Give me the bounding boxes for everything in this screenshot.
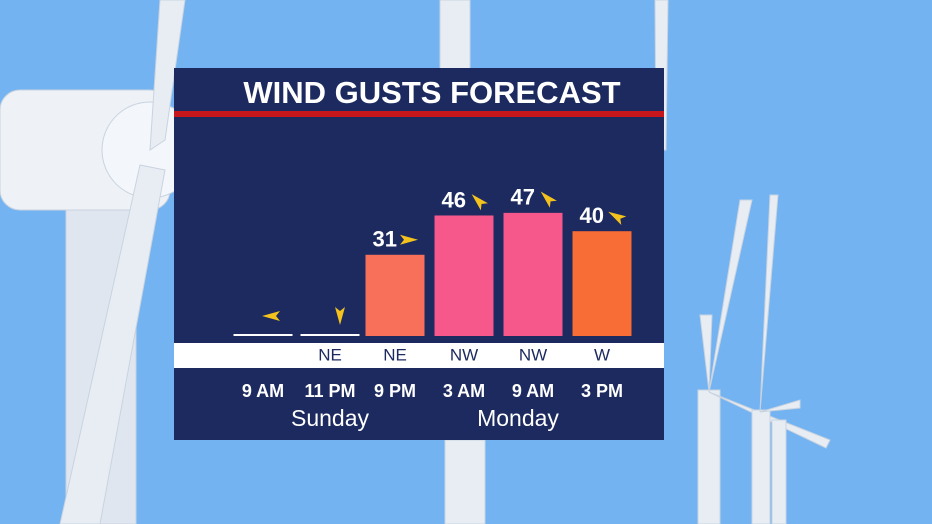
day-label: Monday xyxy=(477,405,559,431)
direction-label: NW xyxy=(519,345,547,364)
chart-title: WIND GUSTS FORECAST xyxy=(243,75,620,110)
direction-strip xyxy=(174,343,664,368)
day-label: Sunday xyxy=(291,405,370,431)
direction-label: W xyxy=(594,345,610,364)
title-rule xyxy=(174,111,664,117)
x-tick-label: 3 PM xyxy=(581,381,623,401)
value-label: 31 xyxy=(373,227,397,252)
bar xyxy=(434,215,494,336)
value-label: 46 xyxy=(442,187,466,212)
value-label: 47 xyxy=(511,185,535,210)
x-tick-label: 9 AM xyxy=(242,381,284,401)
value-label: 40 xyxy=(580,203,604,228)
direction-label: NW xyxy=(450,345,478,364)
wind-arrow xyxy=(471,194,488,211)
x-tick-label: 3 AM xyxy=(443,381,485,401)
wind-arrow xyxy=(335,307,345,325)
wind-arrow xyxy=(608,211,627,226)
x-tick-label: 9 AM xyxy=(512,381,554,401)
bar xyxy=(365,254,425,336)
x-tick-label: 11 PM xyxy=(304,381,355,401)
bar xyxy=(300,334,360,336)
direction-label: NE xyxy=(383,345,407,364)
bar xyxy=(233,334,293,336)
wind-arrow xyxy=(400,234,418,245)
wind-arrow xyxy=(540,191,557,208)
wind-arrow xyxy=(262,311,280,321)
direction-label: NE xyxy=(318,345,342,364)
bar xyxy=(503,212,563,336)
bar xyxy=(572,231,632,336)
x-tick-label: 9 PM xyxy=(374,381,416,401)
